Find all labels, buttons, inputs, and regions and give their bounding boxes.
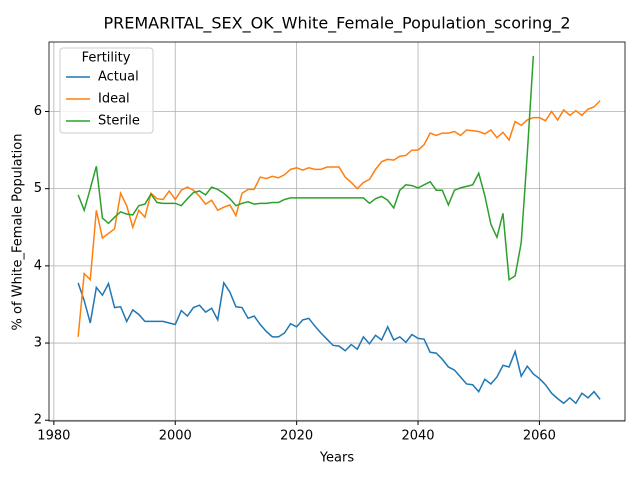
y-axis-label: % of White_Female Population: [11, 134, 26, 331]
data-line: [77, 55, 535, 282]
legend-box: [59, 47, 154, 134]
x-tick-label: 2000: [159, 429, 192, 444]
x-tick-label: 2020: [280, 429, 313, 444]
data-line: [77, 100, 601, 337]
y-tick-label: 5: [34, 181, 42, 196]
y-tick-label: 2: [34, 413, 42, 428]
legend-label: Actual: [98, 70, 139, 85]
y-tick-label: 4: [34, 258, 42, 273]
plot-frame: [48, 41, 626, 422]
y-tick-label: 6: [34, 104, 42, 119]
x-tick-label: 2060: [523, 429, 556, 444]
y-tick-label: 3: [34, 336, 42, 351]
x-tick-label: 2040: [401, 429, 434, 444]
x-tick-label: 1980: [37, 429, 70, 444]
legend-title: Fertility: [82, 51, 131, 66]
legend-label: Sterile: [98, 114, 140, 129]
x-axis-label: Years: [319, 451, 355, 466]
legend-label: Ideal: [98, 92, 130, 107]
chart-title: PREMARITAL_SEX_OK_White_Female_Populatio…: [103, 14, 570, 34]
data-line: [77, 280, 601, 405]
